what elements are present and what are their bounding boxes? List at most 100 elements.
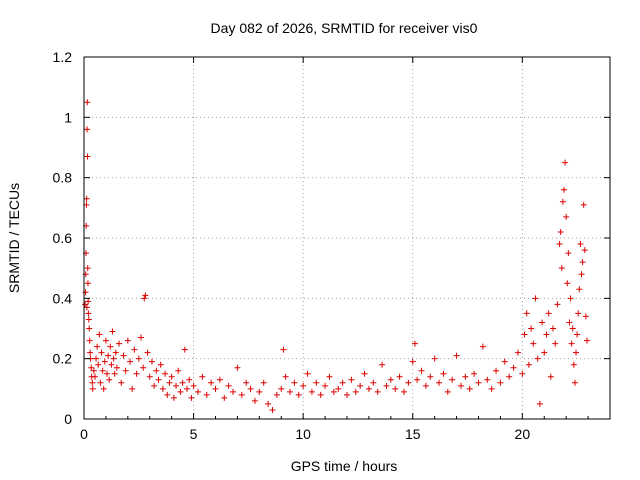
- data-point: [506, 373, 513, 380]
- data-point: [113, 364, 120, 371]
- data-point: [352, 388, 359, 395]
- data-point: [582, 313, 589, 320]
- data-point: [109, 328, 116, 335]
- data-point: [85, 298, 92, 305]
- data-point: [573, 349, 580, 356]
- data-point: [129, 385, 136, 392]
- data-point: [556, 241, 563, 248]
- data-point: [581, 247, 588, 254]
- data-point: [234, 364, 241, 371]
- data-point: [104, 370, 111, 377]
- data-point: [570, 361, 577, 368]
- data-point: [256, 388, 263, 395]
- data-point: [157, 361, 164, 368]
- data-point: [387, 376, 394, 383]
- data-point: [550, 325, 557, 332]
- data-point: [543, 331, 550, 338]
- plot-border: [83, 56, 611, 420]
- data-point: [142, 292, 149, 299]
- data-point: [571, 379, 578, 386]
- data-point: [199, 373, 206, 380]
- data-point: [449, 376, 456, 383]
- data-point: [84, 153, 91, 160]
- data-point: [411, 340, 418, 347]
- data-point: [116, 340, 123, 347]
- data-point: [559, 198, 566, 205]
- data-point: [409, 358, 416, 365]
- data-point: [127, 358, 134, 365]
- data-point: [83, 304, 90, 311]
- data-point: [105, 352, 112, 359]
- data-point: [155, 376, 162, 383]
- data-point: [365, 385, 372, 392]
- y-tick-label: 1: [64, 109, 72, 125]
- data-point: [93, 355, 100, 362]
- data-point: [111, 370, 118, 377]
- data-point: [164, 391, 171, 398]
- data-point: [348, 376, 355, 383]
- data-point: [173, 382, 180, 389]
- data-point: [471, 370, 478, 377]
- data-point: [431, 355, 438, 362]
- data-point: [422, 382, 429, 389]
- data-point: [566, 319, 573, 326]
- data-point: [82, 301, 89, 308]
- x-tick-label: 20: [515, 426, 531, 442]
- x-axis-label: GPS time / hours: [291, 458, 398, 474]
- data-point: [291, 379, 298, 386]
- data-point: [212, 385, 219, 392]
- data-point: [282, 373, 289, 380]
- data-point: [579, 259, 586, 266]
- data-point: [567, 295, 574, 302]
- data-point: [521, 331, 528, 338]
- data-point: [99, 367, 106, 374]
- data-point: [95, 361, 102, 368]
- data-point: [112, 349, 119, 356]
- data-point: [110, 355, 117, 362]
- data-point: [84, 126, 91, 133]
- data-point: [574, 331, 581, 338]
- data-point: [560, 186, 567, 193]
- data-point: [577, 241, 584, 248]
- data-point: [89, 379, 96, 386]
- data-point: [84, 99, 91, 106]
- data-point: [98, 349, 105, 356]
- data-point: [357, 382, 364, 389]
- data-point: [280, 346, 287, 353]
- data-point: [539, 319, 546, 326]
- data-point: [519, 370, 526, 377]
- data-point: [317, 391, 324, 398]
- data-point: [335, 385, 342, 392]
- data-point: [153, 367, 160, 374]
- data-point: [137, 334, 144, 341]
- data-point: [295, 391, 302, 398]
- data-point: [273, 391, 280, 398]
- data-point: [479, 343, 486, 350]
- data-point: [159, 385, 166, 392]
- data-point: [170, 394, 177, 401]
- data-point: [221, 394, 228, 401]
- data-point: [260, 379, 267, 386]
- data-point: [151, 382, 158, 389]
- data-point: [88, 364, 95, 371]
- data-point: [94, 343, 101, 350]
- data-point: [85, 316, 92, 323]
- x-tick-label: 15: [405, 426, 421, 442]
- data-point: [175, 367, 182, 374]
- data-point: [514, 349, 521, 356]
- data-point: [339, 379, 346, 386]
- data-point: [100, 385, 107, 392]
- data-point: [287, 388, 294, 395]
- y-tick-label: 0.8: [53, 170, 73, 186]
- data-point: [144, 349, 151, 356]
- data-point: [562, 159, 569, 166]
- data-point: [124, 337, 131, 344]
- data-point: [576, 286, 583, 293]
- data-point: [326, 373, 333, 380]
- data-point: [96, 331, 103, 338]
- data-point: [392, 385, 399, 392]
- data-point: [475, 379, 482, 386]
- data-point: [564, 280, 571, 287]
- data-point: [247, 385, 254, 392]
